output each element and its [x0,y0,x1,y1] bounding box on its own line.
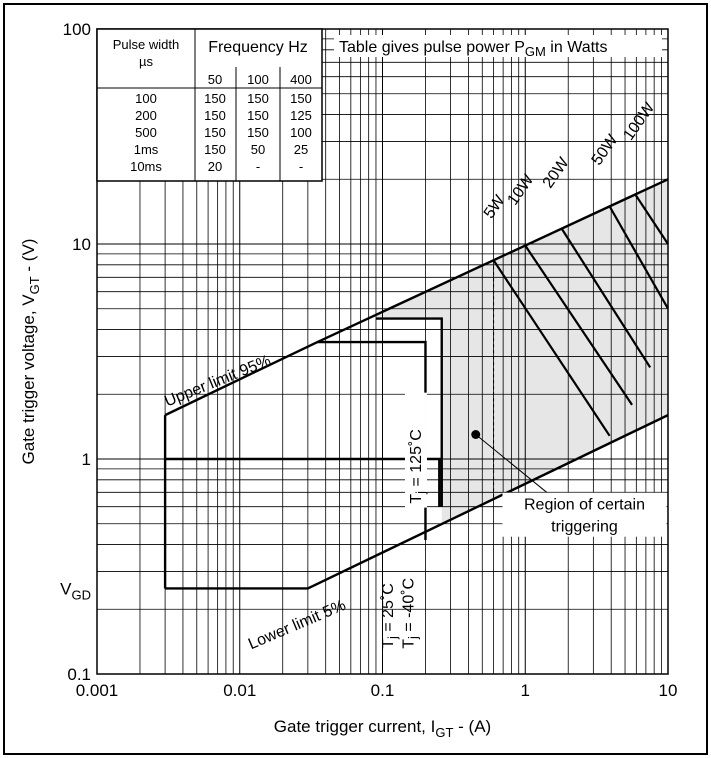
power-line-100W [634,193,669,245]
region-label-line1: Region of certain [524,497,645,514]
tick-labels: 0.001 0.01 0.1 1 10 0.1 1 10 100 [63,20,678,700]
table-cell: 100 [290,125,312,140]
table-cell: 150 [204,91,226,106]
col-pulse-width-header: Pulse width [113,37,179,52]
pulse-table-title-bg [334,35,662,57]
table-cell: 50 [251,142,265,157]
x-axis-label: Gate trigger current, IGT - (A) [274,717,491,740]
freq-header-50: 50 [208,72,222,87]
table-cell: - [299,159,303,174]
table-row: 10ms 20 - - [130,159,303,174]
x-tick-label: 0.01 [223,681,256,700]
table-cell: 500 [135,125,157,140]
freq-header-100: 100 [247,72,269,87]
freq-header-400: 400 [290,72,312,87]
triggering-region [375,179,668,525]
vgd-label: VGD [60,579,91,602]
series-group [163,178,669,590]
plot-frame [96,28,669,675]
tj-125-label: Tj = 125˚C [408,429,428,503]
table-cell: - [256,159,260,174]
table-cell: 100 [135,91,157,106]
x-tick-label: 1 [521,681,530,700]
pulse-power-table: Pulse width µs Frequency Hz 50 100 400 1… [96,28,323,182]
power-line-5W [492,259,611,437]
region-leader-line [475,434,555,500]
table-cell: 150 [204,108,226,123]
tj-125-line [165,457,441,507]
tj-25-label: Tj = 25˚C [380,583,400,649]
y-tick-label: 1 [82,450,91,469]
table-cell: 150 [247,91,269,106]
table-row: 200 150 150 125 [135,108,312,123]
x-tick-label: 0.1 [371,681,395,700]
table-cell: 10ms [130,159,162,174]
pulse-table-title: Table gives pulse power PGM in Watts [334,35,662,59]
region-label-line2: triggering [551,519,618,536]
y-tick-label: 100 [63,20,91,39]
col-pulse-width-unit: µs [139,54,153,69]
table-cell: 150 [204,125,226,140]
tj-minus40-label: Tj = -40˚C [401,578,421,649]
y-tick-label: 0.1 [67,665,91,684]
table-cell: 150 [204,142,226,157]
x-tick-label: 0.001 [76,681,119,700]
temperature-labels: Tj = 125˚C Tj = 25˚C Tj = -40˚C [380,392,428,649]
table-cell: 25 [294,142,308,157]
table-row: 100 150 150 150 [135,91,312,106]
region-dot [471,430,481,440]
table-cell: 200 [135,108,157,123]
tj-125-label-bg [404,392,427,508]
region-label-bg [502,492,667,537]
table-cell: 125 [290,108,312,123]
power-line-20W [560,228,652,369]
table-cell: 150 [247,108,269,123]
table-row: 1ms 150 50 25 [134,142,309,157]
table-cell: 150 [290,91,312,106]
table-cell: 1ms [134,142,159,157]
pulse-table-frame [96,28,323,182]
power-line-10W [524,244,633,406]
y-tick-label: 10 [72,235,91,254]
table-cell: 150 [247,125,269,140]
table-cell: 20 [208,159,222,174]
x-tick-label: 10 [659,681,678,700]
pulse-table-title-text: Table gives pulse power PGM in Watts [339,39,607,59]
y-axis-label: Gate trigger voltage, VGT - (V) [19,239,42,465]
region-annotation: Region of certain triggering [471,430,667,537]
power-line-50W [608,205,669,310]
table-row: 500 150 150 100 [135,125,312,140]
lower-limit-line [165,414,669,590]
tj-minus40-line [375,317,443,507]
frequency-header: Frequency Hz [208,39,308,56]
